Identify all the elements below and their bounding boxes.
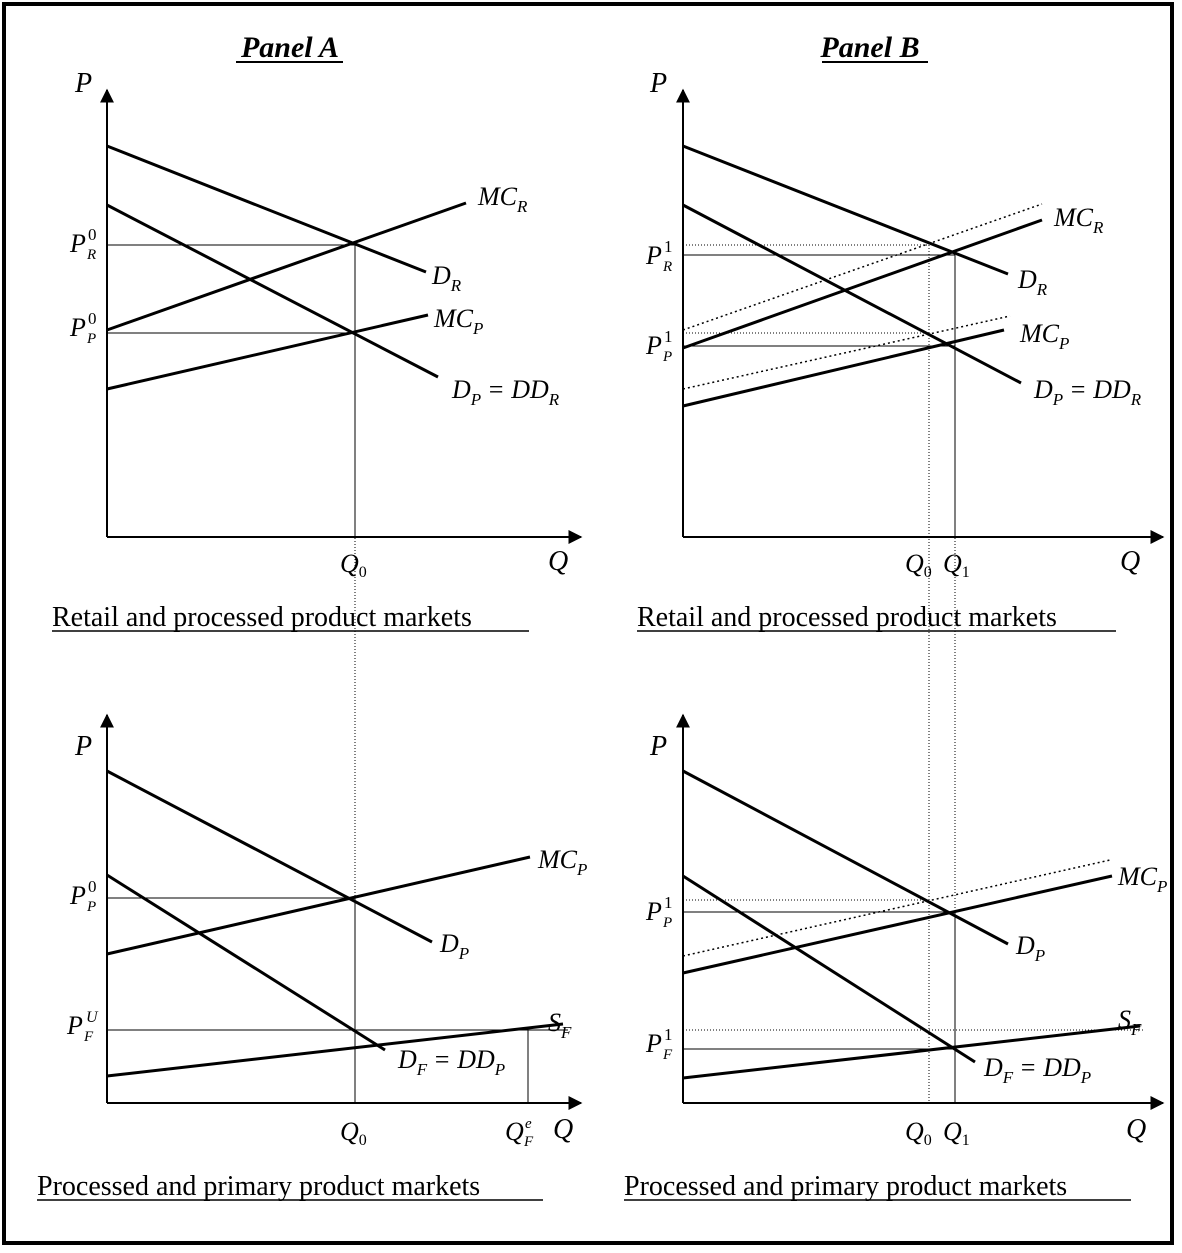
tick-p-p1-main: P [645,897,662,926]
label-s-f: SF [548,1008,572,1042]
label-mc-r: MCR [1053,203,1104,237]
mc-p-curve [106,313,429,391]
tick-p-f1-main: P [645,1029,662,1058]
tick-q-fe-sub: F [523,1134,534,1150]
tick-p-f1-sub: F [662,1047,673,1063]
tick-p-p0-main: P [69,881,86,910]
panel-a-title: Panel A [240,31,339,64]
label-d-r: DR [431,261,462,295]
label-d-r: DR [1017,265,1048,299]
mc-r-curve [106,201,467,332]
tick-p-p1-sup: 1 [664,893,673,912]
d-p-curve [682,769,1009,946]
tick-q0: Q0 [905,549,932,581]
tick-p-p1-sub: P [662,915,672,931]
tick-q0: Q0 [905,1117,932,1149]
label-mc-p: MCP [433,304,483,338]
tick-p-p0-sub: P [86,331,96,347]
tick-q1: Q1 [943,549,970,581]
tick-p-fu-sub: F [83,1029,94,1045]
tick-p-p0-main: P [69,313,86,342]
tick-q1: Q1 [943,1117,970,1149]
label-d-f-eq-dd-p: DF = DDP [397,1045,505,1079]
panel-a-top-chart: P Q MCR DR MCP DP = DDR P 0 R P 0 P Q0 [69,68,583,581]
label-s-f: SF [1118,1005,1142,1039]
mc-p-original-dotted [682,859,1111,957]
price-axis-label: P [649,68,667,99]
tick-p-p1-main: P [645,331,662,360]
tick-p-r0-main: P [69,229,86,258]
mc-p-curve [682,874,1113,975]
label-d-p-eq-dd-r: DP = DDR [451,375,560,409]
d-p-curve [106,203,439,379]
d-p-curve [682,203,1022,385]
tick-q-fe-main: Q [505,1117,524,1146]
mc-r-curve [682,218,1043,350]
caption-panel-b-top: Retail and processed product markets [637,602,1057,633]
label-d-p: DP [439,929,469,963]
label-mc-p: MCP [1019,319,1069,353]
caption-panel-a-top: Retail and processed product markets [52,602,472,633]
price-axis-label: P [74,68,92,99]
tick-p-p0-sup: 0 [88,309,97,328]
d-f-curve [682,874,976,1064]
tick-p-p1-sup: 1 [664,327,673,346]
caption-panel-a-bottom: Processed and primary product markets [37,1171,480,1202]
label-d-p-eq-dd-r: DP = DDR [1033,375,1142,409]
tick-q-fe-sup: e [525,1116,532,1132]
mc-p-curve [682,328,1005,408]
mc-r-original-dotted [682,203,1043,331]
tick-p-f1-sup: 1 [664,1025,673,1044]
tick-p-r1-main: P [645,241,662,270]
panel-b-bottom-chart: P Q MCP DP SF DF = DDP P 1 P P 1 F Q0 Q1 [645,713,1167,1149]
tick-p-fu-main: P [66,1011,83,1040]
price-axis-label: P [649,731,667,762]
label-d-p: DP [1015,931,1045,965]
label-d-f-eq-dd-p: DF = DDP [983,1053,1091,1087]
tick-p-p1-sub: P [662,349,672,365]
panel-b-title: Panel B [819,31,919,64]
tick-p-r0-sub: R [86,247,96,263]
tick-p-p0-sub: P [86,899,96,915]
quantity-axis-label: Q [1120,546,1140,577]
d-f-curve [106,873,386,1052]
label-mc-r: MCR [477,182,528,216]
tick-q0: Q0 [340,549,367,581]
quantity-axis-label: Q [548,546,568,577]
tick-q0: Q0 [340,1117,367,1149]
d-r-curve [106,144,427,274]
s-f-curve [682,1024,1141,1080]
tick-p-r1-sup: 1 [664,237,673,256]
label-mc-p: MCP [537,845,587,879]
tick-p-fu-sup: U [86,1009,99,1026]
label-mc-p: MCP [1117,862,1167,896]
s-f-curve [106,1022,564,1078]
caption-panel-b-bottom: Processed and primary product markets [624,1171,1067,1202]
quantity-axis-label: Q [553,1114,573,1145]
panel-a-bottom-chart: P Q MCP DP SF DF = DDP P 0 P P U F Q0 Q e… [66,713,587,1150]
tick-p-p0-sup: 0 [88,877,97,896]
d-p-curve [106,769,433,944]
mc-p-curve [106,855,531,956]
panel-b-top-chart: P Q MCR DR MCP DP = DDR P 1 R P 1 P Q0 Q1 [645,68,1165,581]
quantity-axis-label: Q [1126,1114,1146,1145]
mc-p-original-dotted [682,315,1011,390]
tick-p-r0-sup: 0 [88,225,97,244]
price-axis-label: P [74,731,92,762]
tick-p-r1-sub: R [662,259,672,275]
